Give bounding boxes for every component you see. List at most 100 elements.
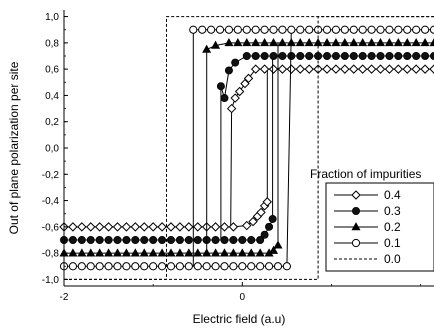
series-0-1-point bbox=[86, 262, 95, 271]
legend-0-2-label: 0.2 bbox=[384, 220, 401, 234]
series-0-2-point bbox=[402, 38, 412, 47]
series-0-1-point bbox=[104, 262, 113, 271]
series-0-3-point bbox=[358, 52, 367, 61]
legend-0-4-label: 0.4 bbox=[384, 188, 401, 202]
series-0-3-point bbox=[175, 235, 184, 244]
series-0-3-point bbox=[224, 66, 233, 75]
series-0-0-descending-branch bbox=[64, 16, 434, 280]
series-0-2-point bbox=[202, 248, 212, 257]
series-0-4-point bbox=[322, 64, 332, 74]
series-0-1-point bbox=[420, 25, 430, 34]
series-0-2-point bbox=[304, 38, 314, 47]
series-0-4-point bbox=[242, 220, 252, 231]
series-0-2-point bbox=[242, 38, 252, 47]
series-0-3-point bbox=[251, 52, 260, 61]
series-0-2-point bbox=[237, 248, 247, 257]
series-0-1-point bbox=[175, 262, 185, 271]
series-0-1-point bbox=[282, 262, 291, 271]
series-0-1-point bbox=[264, 262, 274, 271]
series-0-3-point bbox=[394, 52, 403, 61]
series-0-1-point bbox=[296, 25, 305, 34]
series-0-2-point bbox=[420, 38, 430, 47]
legend-0-0-label: 0.0 bbox=[384, 252, 401, 266]
series-0-4-point bbox=[243, 73, 254, 84]
series-0-1-point bbox=[140, 262, 149, 271]
series-0-4-point bbox=[384, 64, 395, 74]
y-tick-label: 0,6 bbox=[45, 65, 59, 76]
axes-layer: 1,0 0,8 0,6 0,4 0,2 0,0 -0,2 -0,4 -0,6 -0,8 -1,0-2… bbox=[42, 10, 434, 303]
series-0-4-point bbox=[210, 222, 221, 232]
series-0-1-point bbox=[77, 262, 86, 271]
series-0-4-point bbox=[103, 222, 114, 232]
series-0-2-point bbox=[411, 38, 421, 47]
series-0-1-point bbox=[251, 25, 260, 34]
series-0-2-point bbox=[121, 248, 131, 257]
series-0-2-point bbox=[104, 248, 114, 257]
series-0-1-point bbox=[305, 25, 314, 34]
series-0-3-point bbox=[220, 94, 229, 103]
series-0-1-point bbox=[233, 25, 242, 34]
series-0-1-point bbox=[242, 25, 251, 34]
series-0-4-point bbox=[139, 222, 149, 232]
series-0-4-point bbox=[230, 93, 240, 103]
series-0-4-point bbox=[304, 64, 314, 74]
series-0-2-point bbox=[251, 38, 261, 47]
series-0-3-point bbox=[231, 58, 240, 67]
series-0-1-point bbox=[215, 25, 225, 34]
series-0-2-point bbox=[322, 38, 332, 47]
x-axis-title: Electric field (a.u) bbox=[193, 312, 286, 326]
series-0-3-point bbox=[95, 235, 104, 244]
series-0-3-point bbox=[238, 235, 247, 244]
series-0-4-point bbox=[157, 222, 167, 232]
series-0-3-point bbox=[430, 52, 434, 60]
series-0-4-point bbox=[121, 222, 132, 232]
series-0-2-point bbox=[211, 40, 221, 49]
series-0-3-point bbox=[278, 52, 287, 61]
legend-0-3-marker bbox=[351, 206, 360, 215]
series-0-3-point bbox=[376, 52, 385, 61]
series-0-2-point bbox=[260, 38, 270, 47]
series-0-3-point bbox=[113, 235, 122, 244]
series-0-4-point bbox=[331, 64, 341, 74]
series-0-2-point bbox=[255, 248, 265, 257]
series-0-1-point bbox=[322, 25, 332, 34]
series-0-1-point bbox=[184, 262, 193, 271]
series-0-3-point bbox=[140, 235, 149, 244]
series-0-2-point bbox=[269, 38, 279, 47]
series-0-4-point bbox=[219, 222, 230, 232]
series-0-2-point bbox=[139, 248, 149, 257]
series-0-4-point bbox=[429, 64, 434, 74]
series-0-1-point bbox=[287, 25, 296, 34]
series-0-4-point bbox=[256, 207, 266, 218]
series-0-4-point bbox=[226, 103, 237, 114]
series-0-2-point bbox=[224, 38, 234, 47]
series-0-3-point bbox=[77, 235, 86, 244]
series-0-4-point bbox=[268, 64, 279, 74]
series-0-2-point bbox=[148, 248, 158, 257]
series-0-3-point bbox=[166, 235, 175, 244]
series-0-1-point bbox=[157, 262, 167, 271]
series-0-2-point bbox=[157, 248, 167, 257]
series-0-1-point bbox=[340, 25, 349, 34]
series-0-1-point bbox=[367, 25, 376, 34]
series-0-4-point bbox=[349, 64, 359, 74]
series-0-1-point bbox=[220, 262, 229, 271]
y-tick-label: -0,6 bbox=[42, 222, 60, 233]
series-0-2-point bbox=[393, 38, 403, 47]
series-0-2-point bbox=[367, 38, 377, 47]
series-0-1-point bbox=[193, 262, 202, 271]
series-0-4-point bbox=[248, 216, 258, 227]
series-0-3-point bbox=[193, 235, 202, 244]
series-0-1-point bbox=[376, 25, 385, 34]
series-0-3-point bbox=[86, 235, 95, 244]
series-0-2-point bbox=[233, 38, 243, 47]
legend: Fraction of impurities 0.4 0.3 0.2 0.1 0.0 bbox=[310, 167, 434, 272]
series-0-3-point bbox=[104, 235, 113, 244]
series-0-4-point bbox=[286, 64, 297, 74]
series-0-2-point bbox=[273, 240, 283, 249]
series-0-1-point bbox=[256, 262, 265, 271]
series-0-4-point bbox=[184, 222, 194, 232]
series-0-3-point bbox=[421, 52, 430, 61]
series-0-4-point bbox=[375, 64, 386, 74]
